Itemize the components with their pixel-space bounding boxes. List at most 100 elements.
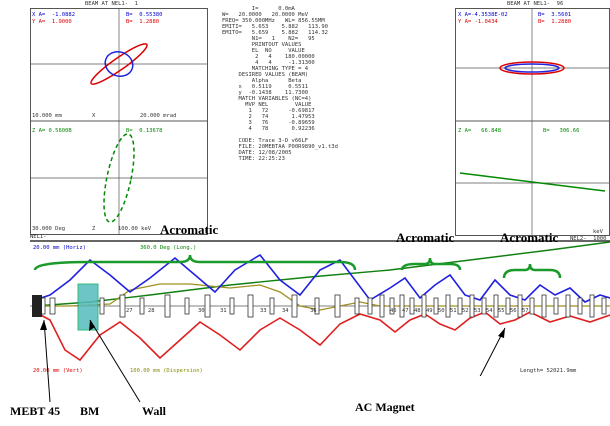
vertical-envelope-line [34, 311, 610, 362]
horiz-scale-label: 20.00 mm (Horiz) [33, 245, 86, 251]
element-number: 54 [486, 308, 493, 314]
right-x-twiss-a: X A=-4.3538E-02 [458, 12, 508, 18]
left-element-mark: NEL1- [30, 234, 47, 240]
left-z-scale: 30.000 Deg [32, 226, 66, 232]
horizontal-envelope-line [34, 253, 610, 303]
listing-line: FILE: 20MEBTAA P00R9890_v1.t3d [222, 144, 338, 150]
right-x-twiss-b: B= 3.5601 [538, 12, 572, 18]
disp-scale-label: 100.00 mm (Dispersion) [130, 368, 203, 374]
listing-line: 3 76 -0.89659 [222, 120, 315, 126]
element-number: 53 [474, 308, 481, 314]
right-y-ellipse [499, 61, 565, 75]
listing-line: MATCHING TYPE = 4 [222, 66, 309, 72]
listing-line: MVP NEL VALUE [222, 102, 312, 108]
mebt-start-block [32, 295, 42, 317]
element-number: 31 [220, 308, 227, 314]
length-label: Length= 52021.9mm [520, 368, 577, 374]
vert-scale-label: 20.00 mm (Vert) [33, 368, 83, 374]
element-number: 47 [402, 308, 409, 314]
element-number: 56 [510, 308, 517, 314]
element-number: 48 [414, 308, 421, 314]
right-element-mark: NEL2- 1000 [570, 236, 607, 242]
left-e-scale: 100.00 keV [118, 226, 152, 232]
listing-line: EMITO= 5.659 5.882 114.32 [222, 30, 328, 36]
listing-line: 4 4 -1.31300 [222, 60, 315, 66]
element-number: 50 [438, 308, 445, 314]
listing-line: Alpha Beta [222, 78, 302, 84]
magnet-elements [39, 294, 607, 318]
left-x-scale: 10.000 mm [32, 113, 62, 119]
element-number: 28 [148, 308, 155, 314]
longitudinal-envelope-line [34, 241, 610, 307]
left-z-twiss-a: Z A= 0.5600B [32, 128, 72, 134]
left-plot-frame [30, 8, 208, 235]
element-number: 57 [522, 308, 529, 314]
mebt-label: MEBT 45 [10, 404, 61, 418]
wall-label: Wall [142, 404, 167, 418]
right-y-twiss-a: Y A= -1.0434 [458, 19, 498, 25]
element-number: 33 [260, 308, 267, 314]
acromatic-label-3: Acromatic [500, 230, 559, 245]
listing-line: N1= 1 N2= 95 [222, 36, 315, 42]
acromatic-bracket-3 [502, 263, 562, 279]
left-x-twiss-a: X A= -1.0882 [32, 12, 76, 18]
element-number: 46 [390, 308, 397, 314]
listing-line: 4 78 0.92236 [222, 126, 315, 132]
wall-block [77, 283, 99, 331]
listing-line: DATE: 12/08/2005 [222, 150, 292, 156]
listing-line: 1 72 -0.69817 [222, 108, 315, 114]
right-plot-title: BEAM AT NEL1- 96 [507, 1, 564, 7]
trace3d-parameter-listing: I= 0.0mA W= 20.0000 20.0000 MeV FREQ= 350.… [222, 6, 392, 162]
listing-line: EL NO VALUE [222, 48, 305, 54]
left-z-axis-label: Z [92, 226, 96, 232]
envelope-canvas [30, 240, 610, 376]
acromatic-label-1: Acromatic [160, 222, 219, 237]
element-numbers: 27 28 30 31 33 34 36 46 47 48 49 50 51 52 53 54 55 56 57 [30, 308, 610, 316]
ac-magnet-label: AC Magnet [355, 400, 415, 414]
listing-line: I= 0.0mA [222, 6, 295, 12]
ac-magnet-arrow [479, 327, 506, 376]
element-number: 34 [282, 308, 289, 314]
element-number: 51 [450, 308, 457, 314]
left-x-twiss-b: B= 0.55380 [126, 12, 163, 18]
left-phase-space-plot: BEAM AT NEL1- 1 X A= -1.0882 B= 0.55380 … [30, 0, 210, 235]
long-scale-label: 360.0 Deg (Long.) [140, 245, 197, 251]
left-y-ellipse [90, 43, 148, 85]
listing-line: EMITI= 5.653 5.882 113.90 [222, 24, 328, 30]
left-y-twiss-b: B= 1.2880 [126, 19, 160, 25]
listing-line: x 0.5119 0.5511 [222, 84, 309, 90]
listing-line: CODE: Trace 3-D v66LF [222, 138, 309, 144]
listing-line: DESIRED VALUES (BEAM) [222, 72, 309, 78]
left-z-twiss-b: B= 0.13678 [126, 128, 163, 134]
bm-label: BM [80, 404, 100, 418]
left-z-ellipse [103, 133, 135, 223]
left-x-ellipse [104, 50, 134, 78]
listing-line: PRINTOUT VALUES [222, 42, 302, 48]
acromatic-bracket-1 [33, 254, 357, 271]
acromatic-bracket-2 [400, 257, 462, 271]
element-number: 27 [126, 308, 133, 314]
listing-line: TIME: 22:25:23 [222, 156, 285, 162]
listing-line: FREQ= 350.000MHz WL= 856.55MM [222, 18, 325, 24]
left-xp-scale: 20.000 mrad [140, 113, 177, 119]
right-x-ellipse [504, 63, 560, 73]
right-z-line [459, 172, 606, 192]
left-x-axis-label: X [92, 113, 96, 119]
listing-line: W= 20.0000 20.0000 MeV [222, 12, 309, 18]
right-z-twiss-b: B= 306.66 [543, 128, 580, 134]
right-y-twiss-b: B= 1.2880 [538, 19, 572, 25]
left-y-twiss-a: Y A= 1.9000 [32, 19, 72, 25]
right-z-twiss-a: Z A= 66.848 [458, 128, 502, 134]
right-phase-space-plot: BEAM AT NEL1- 96 X A=-4.3538E-02 B= 3.56… [455, 0, 610, 245]
right-e-scale: keV [593, 229, 603, 235]
element-number: 30 [198, 308, 205, 314]
listing-line: MATCH VARIABLES (NC=4) [222, 96, 312, 102]
element-number: 36 [310, 308, 317, 314]
left-plot-title: BEAM AT NEL1- 1 [85, 1, 138, 7]
listing-line: y -0.1438 11.7300 [222, 90, 309, 96]
element-number: 52 [462, 308, 469, 314]
listing-line: 2 4 180.00000 [222, 54, 315, 60]
acromatic-label-2: Acromatic [396, 230, 455, 245]
beamline-envelope-plot: 20.00 mm (Horiz) 360.0 Deg (Long.) 20.00… [30, 234, 610, 376]
